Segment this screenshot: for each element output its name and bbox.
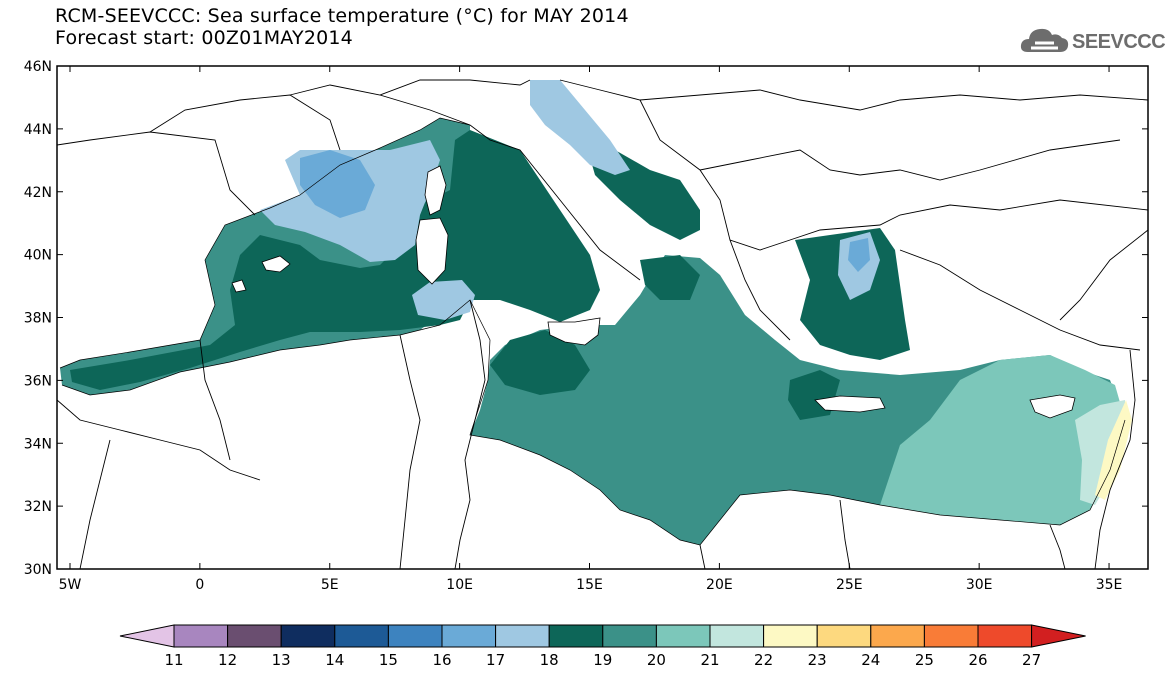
- lon-tick-label: 20E: [706, 577, 733, 593]
- colorbar-box: [655, 624, 711, 648]
- lat-tick-label: 42N: [24, 185, 52, 201]
- colorbar-box: [441, 624, 497, 648]
- sst-zone-sicily-19: [490, 330, 590, 395]
- crete: [814, 395, 886, 413]
- colorbar-label: 15: [379, 651, 398, 669]
- sst-zone-ionian-19: [640, 255, 700, 300]
- seevccc-logo: SEEVCCC: [1018, 22, 1165, 58]
- lat-tick-label: 34N: [24, 436, 52, 452]
- colorbar-box: [173, 624, 229, 648]
- sst-zone-tyrr-17: [412, 280, 475, 320]
- map-field: [57, 79, 1148, 569]
- colorbar-label: 11: [164, 651, 183, 669]
- colorbar-box: [816, 624, 872, 648]
- lon-tick-label: 35E: [1096, 577, 1123, 593]
- corsica: [424, 165, 447, 216]
- lat-tick-label: 36N: [24, 373, 52, 389]
- colorbar-box: [548, 624, 604, 648]
- lat-tick-label: 32N: [24, 499, 52, 515]
- colorbar-over-triangle: [1031, 624, 1086, 648]
- colorbar-label: 21: [700, 651, 719, 669]
- lat-tick-label: 44N: [24, 122, 52, 138]
- colorbar-box: [977, 624, 1033, 648]
- chart-title: RCM-SEEVCCC: Sea surface temperature (°C…: [55, 5, 629, 27]
- sst-zone-levant-22: [1075, 400, 1125, 505]
- cloud-logo-icon: [1020, 28, 1069, 52]
- colorbar-label: 19: [593, 651, 612, 669]
- lon-tick-label: 5W: [59, 577, 82, 593]
- lon-tick-label: 0: [195, 577, 204, 593]
- chart-subtitle: Forecast start: 00Z01MAY2014: [55, 27, 353, 49]
- colorbar-under-triangle: [119, 624, 175, 648]
- country-borders: [57, 79, 1148, 569]
- colorbar-label: 13: [272, 651, 291, 669]
- colorbar-label: 18: [540, 651, 559, 669]
- sardinia: [415, 217, 449, 285]
- lon-tick-label: 25E: [836, 577, 863, 593]
- colorbar-box: [602, 624, 657, 648]
- coastline: [59, 117, 1126, 546]
- lat-tick-label: 40N: [24, 248, 52, 264]
- lon-tick-label: 30E: [966, 577, 993, 593]
- colorbar: 11 12 13 14 15 16 17 18 19 20 21 22 23 24 25 26 27: [119, 624, 1086, 669]
- colorbar-box: [495, 624, 550, 648]
- colorbar-box: [763, 624, 818, 648]
- colorbar-label: 25: [915, 651, 934, 669]
- mallorca: [261, 255, 291, 273]
- sst-zone-adriatic-17: [530, 80, 630, 175]
- colorbar-label: 27: [1022, 651, 1041, 669]
- colorbar-box: [334, 624, 389, 648]
- lat-tick-label: 46N: [24, 59, 52, 75]
- colorbar-label: 12: [218, 651, 237, 669]
- colorbar-box: [227, 624, 282, 648]
- logo-text: SEEVCCC: [1072, 31, 1165, 53]
- colorbar-box: [709, 624, 765, 648]
- colorbar-box: [387, 624, 443, 648]
- colorbar-label: 20: [647, 651, 666, 669]
- sst-zone-lion-16: [300, 150, 375, 218]
- colorbar-label: 22: [754, 651, 773, 669]
- colorbar-label: 14: [325, 651, 344, 669]
- axis-ticks: 5W 0 5E 10E 15E 20E 25E 30E 35E 30N 32N 34N 36N 38N 40…: [24, 59, 1148, 593]
- cyprus: [1029, 394, 1076, 419]
- sst-zone-west-19: [70, 130, 600, 390]
- sst-zone-levant-23: [1095, 400, 1132, 500]
- colorbar-label: 24: [861, 651, 880, 669]
- lon-tick-label: 5E: [321, 577, 339, 593]
- sicily: [547, 317, 601, 346]
- ibiza: [231, 279, 247, 293]
- lat-tick-label: 30N: [24, 562, 52, 578]
- colorbar-box: [870, 624, 925, 648]
- colorbar-label: 16: [432, 651, 451, 669]
- lat-tick-label: 38N: [24, 311, 52, 327]
- lon-tick-label: 15E: [576, 577, 603, 593]
- colorbar-label: 17: [486, 651, 505, 669]
- sst-zone-aegean-16: [848, 238, 870, 272]
- colorbar-label: 23: [808, 651, 827, 669]
- colorbar-label: 26: [968, 651, 987, 669]
- colorbar-box: [923, 624, 979, 648]
- lon-tick-label: 10E: [446, 577, 473, 593]
- colorbar-box: [280, 624, 336, 648]
